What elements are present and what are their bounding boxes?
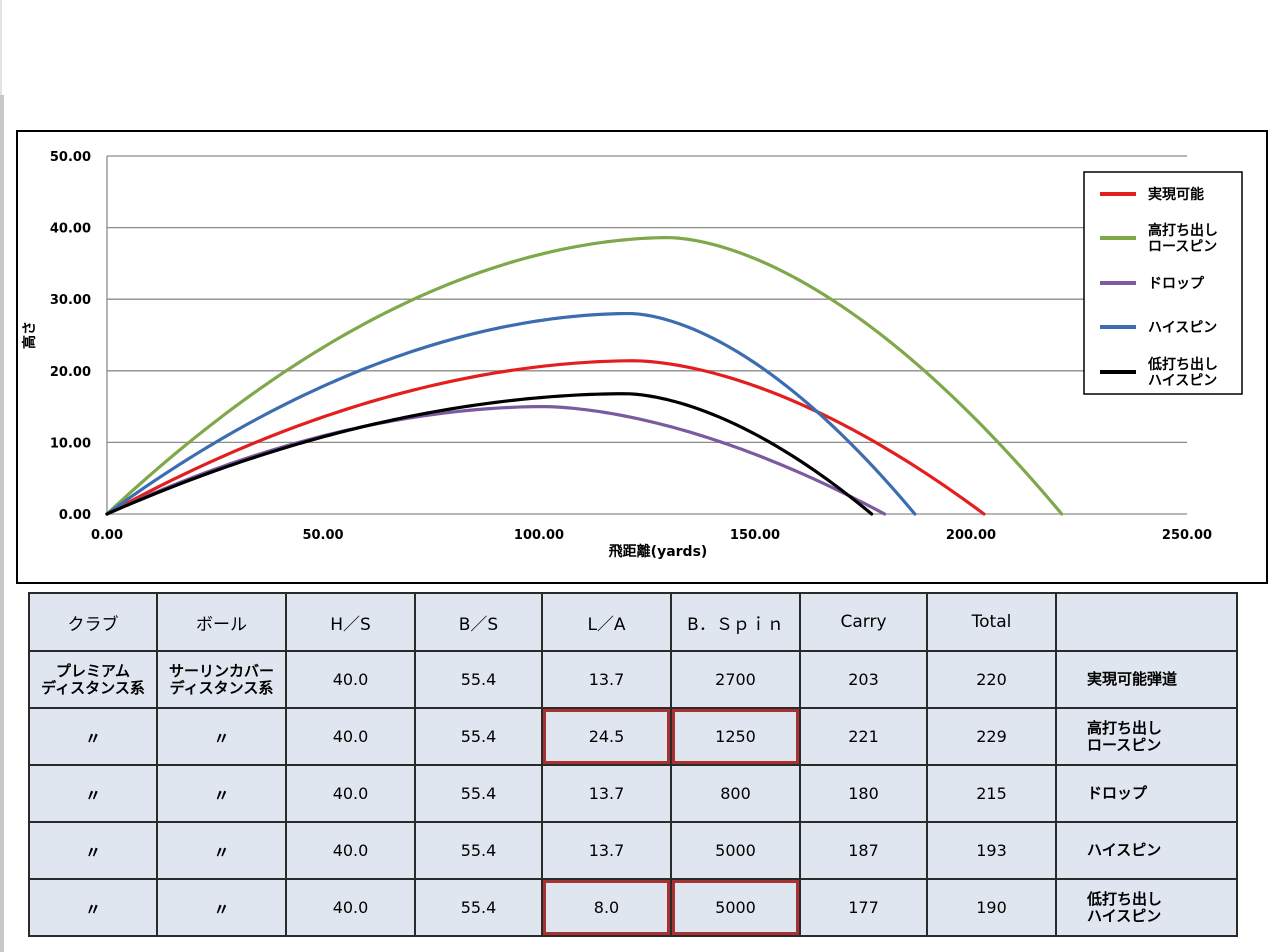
table-row: 〃〃 40.0 55.4 13.7 5000 187 193 ハイスピン (28, 821, 1238, 880)
trajectory-name-cell: 高打ち出し ロースピン (1055, 707, 1238, 766)
backspin-cell: 5000 (670, 878, 801, 937)
header-trajectory-name (1055, 592, 1238, 652)
ball-cell: 〃 (156, 764, 287, 823)
club-cell: 〃 (28, 821, 158, 880)
series-line (105, 311, 917, 516)
head-speed-cell: 40.0 (285, 878, 416, 937)
club-cell: 〃 (28, 878, 158, 937)
backspin-cell: 1250 (670, 707, 801, 766)
legend-label: 高打ち出しロースピン (1148, 222, 1218, 255)
y-tick-label: 0.00 (59, 508, 91, 523)
trajectory-name-cell: 低打ち出し ハイスピン (1055, 878, 1238, 937)
table-row: 〃〃 40.0 55.4 8.0 5000 177 190 低打ち出し ハイスピン (28, 878, 1238, 937)
ball-speed-cell: 55.4 (414, 707, 543, 766)
table-row: プレミアム ディスタンス系 サーリンカバー ディスタンス系 40.0 55.4 13.7… (28, 650, 1238, 709)
head-speed-cell: 40.0 (285, 707, 416, 766)
header-ball-speed: B／S (414, 592, 543, 652)
ball-cell: サーリンカバー ディスタンス系 (156, 650, 287, 709)
club-cell: 〃 (28, 707, 158, 766)
trajectory-chart-svg: 0.00 10.00 20.00 30.00 40.00 50.00 0.00 50.00 10… (21, 150, 1243, 560)
x-tick-label: 0.00 (91, 528, 123, 543)
header-total: Total (926, 592, 1057, 652)
legend-label: 低打ち出しハイスピン (1147, 356, 1218, 389)
club-cell: 〃 (28, 764, 158, 823)
carry-cell: 203 (799, 650, 928, 709)
head-speed-cell: 40.0 (285, 650, 416, 709)
trajectory-name-cell: 実現可能弾道 (1055, 650, 1238, 709)
carry-cell: 177 (799, 878, 928, 937)
ball-speed-cell: 55.4 (414, 821, 543, 880)
total-cell: 215 (926, 764, 1057, 823)
x-axis-label: 飛距離(yards) (608, 543, 708, 560)
trajectory-name-cell: ハイスピン (1055, 821, 1238, 880)
y-tick-label: 20.00 (50, 365, 91, 380)
x-tick-label: 200.00 (946, 528, 996, 543)
launch-angle-cell: 8.0 (541, 878, 672, 937)
x-tick-label: 150.00 (730, 528, 780, 543)
carry-cell: 187 (799, 821, 928, 880)
x-tick-label: 50.00 (302, 528, 343, 543)
backspin-cell: 2700 (670, 650, 801, 709)
launch-angle-cell: 13.7 (541, 650, 672, 709)
y-tick-label: 40.00 (50, 222, 91, 237)
header-backspin: B．Ｓｐｉｎ (670, 592, 801, 652)
total-cell: 190 (926, 878, 1057, 937)
ball-cell: 〃 (156, 707, 287, 766)
backspin-cell: 800 (670, 764, 801, 823)
ball-cell: 〃 (156, 821, 287, 880)
y-axis-label: 高さ (21, 321, 38, 349)
carry-cell: 221 (799, 707, 928, 766)
head-speed-cell: 40.0 (285, 821, 416, 880)
legend-label: 実現可能 (1148, 186, 1204, 203)
carry-cell: 180 (799, 764, 928, 823)
header-ball: ボール (156, 592, 287, 652)
ball-speed-cell: 55.4 (414, 650, 543, 709)
total-cell: 229 (926, 707, 1057, 766)
ball-cell: 〃 (156, 878, 287, 937)
series-line (105, 236, 1064, 516)
y-tick-label: 30.00 (50, 293, 91, 308)
header-launch-angle: L／A (541, 592, 672, 652)
head-speed-cell: 40.0 (285, 764, 416, 823)
shot-data-table: クラブ ボール H／S B／S L／A B．Ｓｐｉｎ Carry Total プ… (28, 592, 1238, 937)
ball-speed-cell: 55.4 (414, 878, 543, 937)
header-head-speed: H／S (285, 592, 416, 652)
table-header-row: クラブ ボール H／S B／S L／A B．Ｓｐｉｎ Carry Total (28, 592, 1238, 652)
table-row: 〃〃 40.0 55.4 24.5 1250 221 229 高打ち出し ロースピン (28, 707, 1238, 766)
trajectory-name-cell: ドロップ (1055, 764, 1238, 823)
club-cell: プレミアム ディスタンス系 (28, 650, 158, 709)
header-carry: Carry (799, 592, 928, 652)
trajectory-chart: 0.00 10.00 20.00 30.00 40.00 50.00 0.00 50.00 10… (16, 130, 1268, 584)
total-cell: 193 (926, 821, 1057, 880)
x-tick-label: 100.00 (514, 528, 564, 543)
x-tick-label: 250.00 (1162, 528, 1212, 543)
legend-label: ドロップ (1148, 276, 1205, 292)
series-line (105, 405, 887, 516)
launch-angle-cell: 24.5 (541, 707, 672, 766)
y-tick-label: 10.00 (50, 436, 91, 451)
legend-label: ハイスピン (1148, 320, 1217, 336)
series-line (105, 359, 986, 516)
total-cell: 220 (926, 650, 1057, 709)
page-left-edge (0, 95, 4, 952)
launch-angle-cell: 13.7 (541, 764, 672, 823)
backspin-cell: 5000 (670, 821, 801, 880)
series-line (105, 392, 874, 516)
table-row: 〃〃 40.0 55.4 13.7 800 180 215 ドロップ (28, 764, 1238, 823)
header-club: クラブ (28, 592, 158, 652)
y-tick-label: 50.00 (50, 150, 91, 165)
launch-angle-cell: 13.7 (541, 821, 672, 880)
ball-speed-cell: 55.4 (414, 764, 543, 823)
page-left-edge-top (0, 0, 2, 95)
